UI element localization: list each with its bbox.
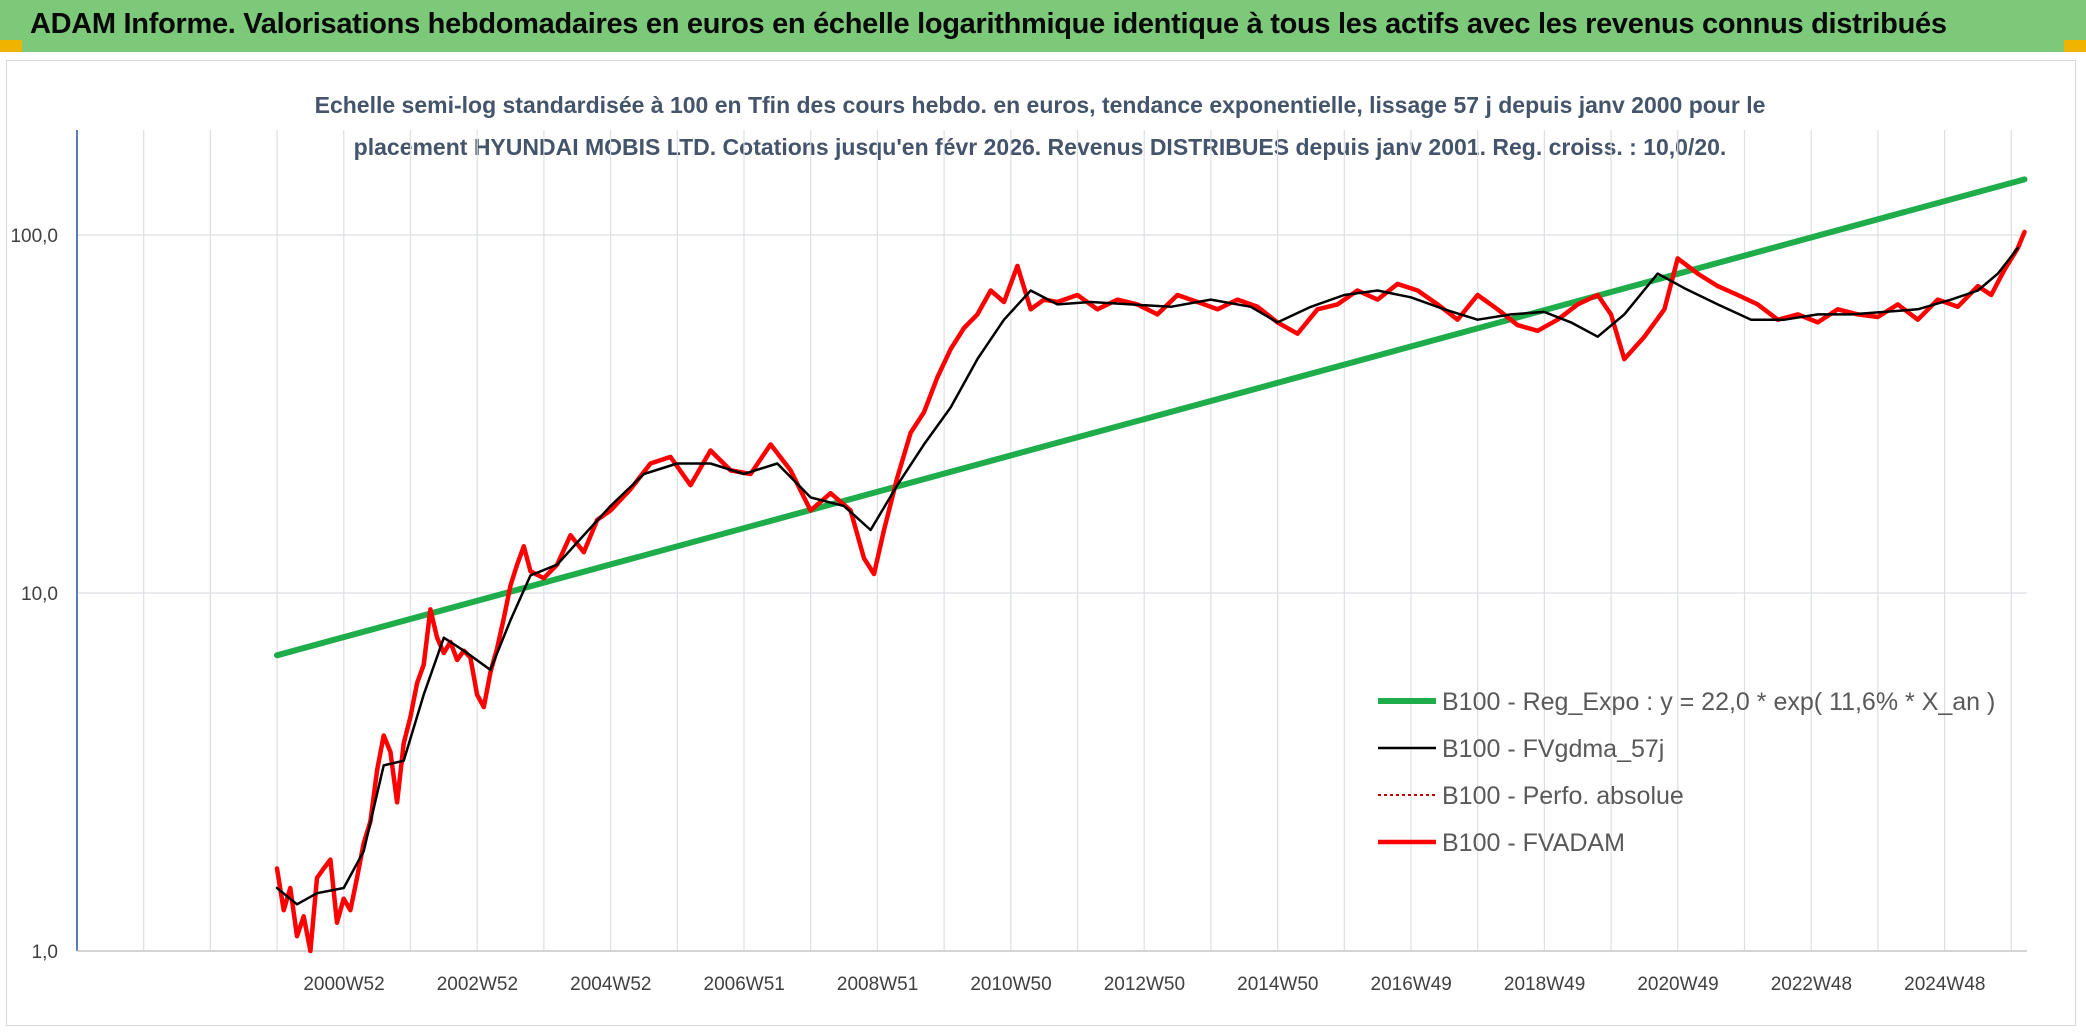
fvadam-line (274, 229, 2027, 954)
x-tick-label: 2018W49 (1504, 974, 1585, 995)
legend-item-smoothed: B100 - FVgdma_57j (1442, 735, 1664, 763)
x-tick-label: 2006W51 (704, 974, 785, 995)
x-tick-label: 2000W52 (303, 974, 384, 995)
x-tick-label: 2016W49 (1371, 974, 1452, 995)
x-tick-label: 2014W50 (1237, 974, 1318, 995)
x-tick-label: 2008W51 (837, 974, 918, 995)
regression-line (274, 176, 2028, 659)
y-tick-label: 10,0 (21, 584, 58, 605)
chart-title-line-1: Echelle semi-log standardisée à 100 en T… (314, 92, 1766, 118)
x-tick-label: 2022W48 (1771, 974, 1852, 995)
y-tick-label: 100,0 (10, 226, 58, 247)
corner-marker-left (0, 40, 22, 52)
x-tick-label: 2020W49 (1637, 974, 1718, 995)
legend-item-perf-absolute: B100 - Perfo. absolue (1442, 782, 1684, 810)
legend-item-fvadam: B100 - FVADAM (1442, 829, 1625, 857)
corner-marker-right (2064, 40, 2086, 52)
x-tick-label: 2010W50 (970, 974, 1051, 995)
x-tick-label: 2002W52 (437, 974, 518, 995)
banner: ADAM Informe. Valorisations hebdomadaire… (0, 0, 2086, 52)
x-tick-label: 2012W50 (1104, 974, 1185, 995)
x-tick-label: 2004W52 (570, 974, 651, 995)
banner-title: ADAM Informe. Valorisations hebdomadaire… (30, 8, 1947, 40)
chart-title: Echelle semi-log standardisée à 100 en T… (180, 84, 1900, 168)
y-tick-label: 1,0 (32, 942, 58, 963)
chart-area (6, 60, 2076, 1026)
smoothed-line (275, 246, 2020, 906)
chart-title-line-2: placement HYUNDAI MOBIS LTD. Cotations j… (353, 134, 1727, 160)
x-tick-label: 2024W48 (1904, 974, 1985, 995)
legend-item-regression: B100 - Reg_Expo : y = 22,0 * exp( 11,6% … (1442, 688, 1995, 716)
